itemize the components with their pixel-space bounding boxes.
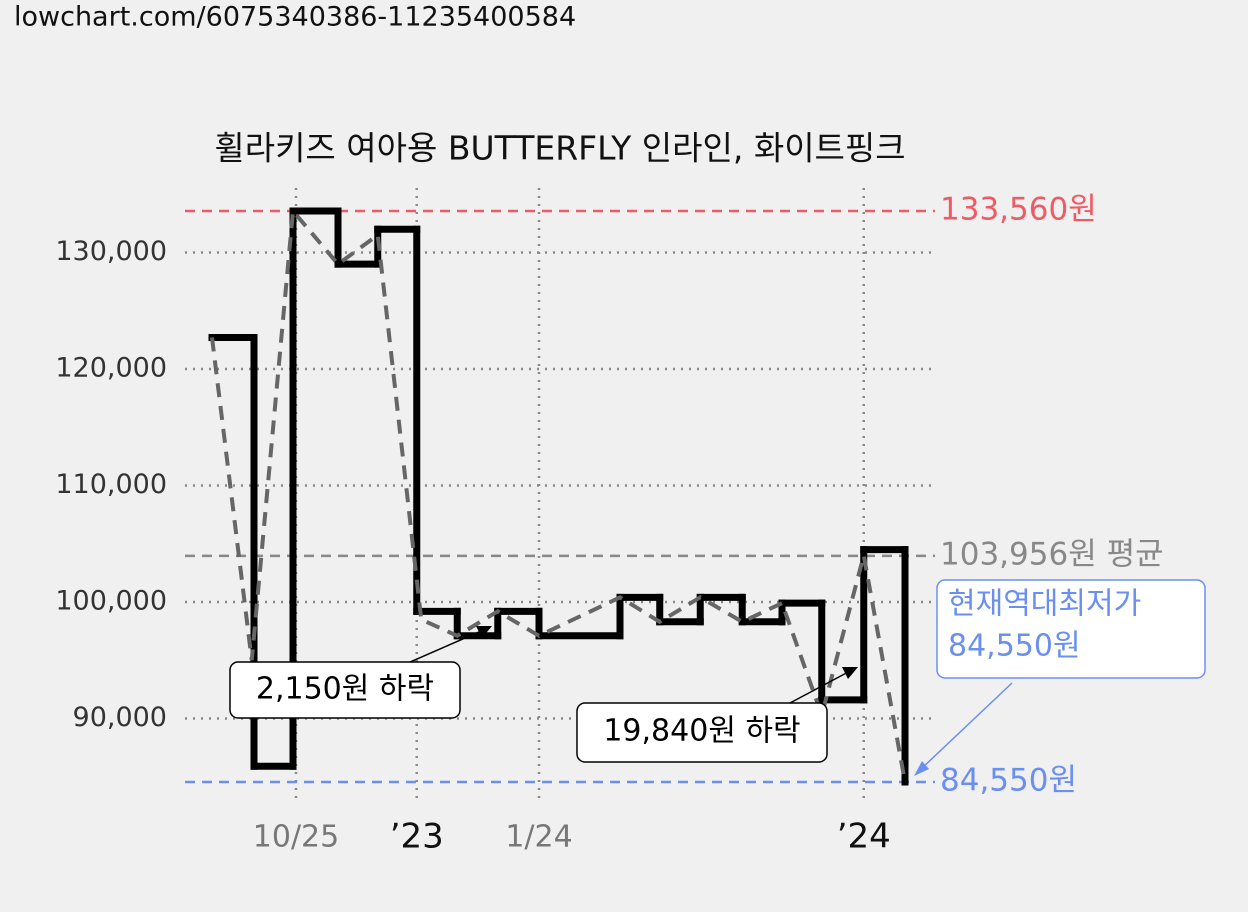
y-tick-label: 130,000 [55,236,167,267]
arrowhead [842,667,858,679]
reference-label: 103,956원 평균 [940,536,1164,572]
x-tick-label: 1/24 [505,820,572,855]
annotation: 현재역대최저가 [948,587,1141,622]
chart-title: 휠라키즈 여아용 BUTTERFLY 인라인, 화이트핑크 [214,129,905,168]
x-tick-label: ’23 [390,817,444,857]
url: lowchart.com/6075340386-11235400584 [14,2,576,33]
y-tick-label: 100,000 [55,586,167,617]
annotation-arrow [919,682,1013,771]
annotation: 19,840원 하락 [603,714,800,749]
reference-label: 133,560원 [940,192,1097,228]
x-tick-label: 10/25 [253,820,339,855]
annotation-arrow [789,669,853,704]
annotation-arrow [409,627,489,663]
arrowhead [476,626,492,638]
annotation-box [576,702,828,763]
annotation-box [936,579,1206,679]
annotation: 84,550원 [948,629,1081,664]
arrowhead [914,761,929,776]
y-tick-label: 110,000 [55,469,167,500]
annotation-box [229,661,461,719]
reference-label: 84,550원 [940,762,1077,798]
annotation: 2,150원 하락 [256,672,434,707]
y-tick-label: 90,000 [73,702,167,733]
trend-line [210,206,907,783]
y-tick-label: 120,000 [55,353,167,384]
x-tick-label: ’24 [837,817,891,857]
